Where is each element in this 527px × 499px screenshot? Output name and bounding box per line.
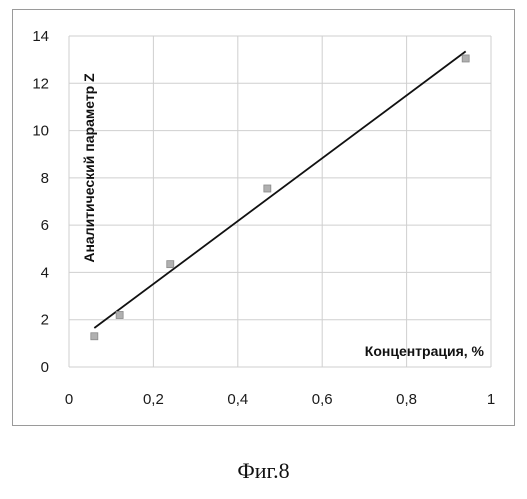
x-tick-label: 0,6 [312,391,333,408]
data-point [167,261,174,268]
y-tick-label: 4 [41,264,49,281]
data-point [91,333,98,340]
figure-caption: Фиг.8 [0,458,527,484]
trend-line [94,51,465,328]
x-axis-title: Концентрация, % [365,343,485,359]
grid [69,36,491,367]
data-points [91,55,469,340]
data-point [116,311,123,318]
x-tick-label: 0 [65,391,73,408]
y-tick-label: 12 [32,75,49,92]
x-tick-label: 0,2 [143,391,164,408]
data-point [462,55,469,62]
y-tick-label: 8 [41,170,49,187]
y-axis-title: Аналитический параметр Z [81,73,97,263]
y-tick-label: 2 [41,312,49,329]
y-tick-label: 0 [41,359,49,376]
x-tick-label: 0,8 [396,391,417,408]
data-point [264,185,271,192]
scatter-chart: 00,20,40,60,8102468101214 Аналитический … [13,10,514,425]
x-tick-label: 1 [487,391,495,408]
x-tick-label: 0,4 [227,391,248,408]
y-tick-label: 10 [32,123,49,140]
y-tick-label: 14 [32,28,49,45]
y-tick-label: 6 [41,217,49,234]
chart-frame: 00,20,40,60,8102468101214 Аналитический … [12,9,515,426]
